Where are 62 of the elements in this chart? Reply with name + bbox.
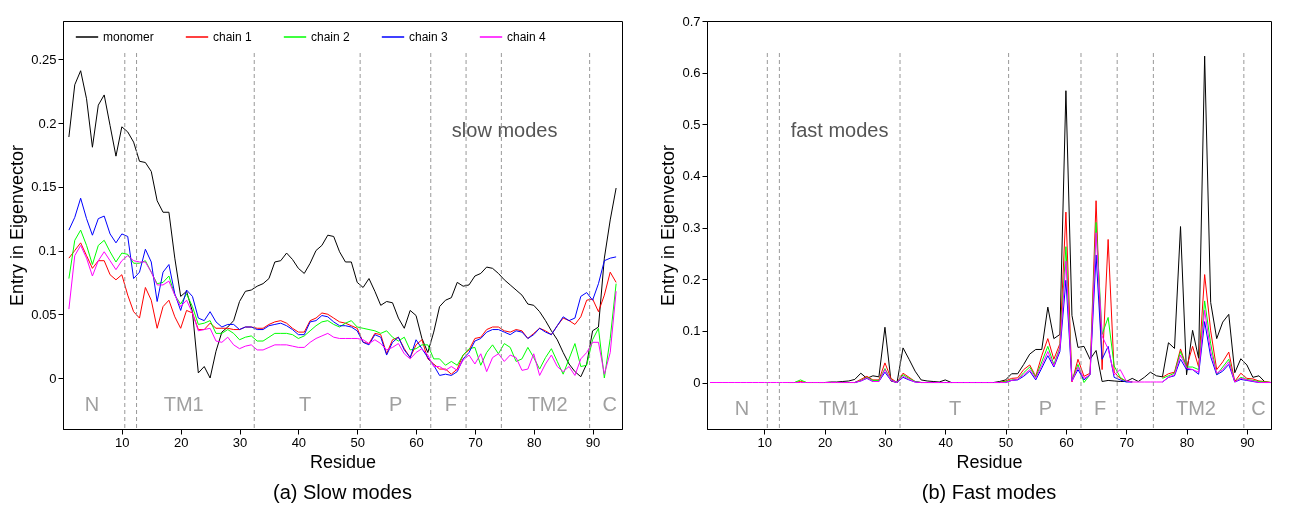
annotation: TM2: [527, 392, 568, 415]
x-axis-title: Residue: [956, 451, 1023, 472]
annotation: F: [1094, 396, 1107, 419]
y-tick-label: 0.6: [682, 65, 701, 81]
x-tick-label: 80: [1179, 434, 1195, 450]
annotation: TM1: [163, 392, 204, 415]
x-tick-label: 20: [817, 434, 833, 450]
y-tick-label: 0.7: [682, 13, 701, 29]
line-series: [68, 70, 617, 379]
x-tick-label: 60: [1059, 434, 1074, 450]
x-tick-label: 40: [291, 434, 307, 450]
x-tick-label: 30: [878, 434, 893, 450]
x-tick-label: 40: [938, 434, 953, 450]
x-tick-label: 80: [527, 434, 542, 450]
y-axis-title: Entry in Eigenvector: [658, 144, 679, 307]
legend-label: chain 1: [213, 30, 253, 44]
y-tick-label: 0: [49, 370, 57, 386]
x-tick-label: 90: [1240, 434, 1255, 450]
annotation: fast modes: [790, 119, 889, 142]
y-tick-label: 0.4: [682, 168, 701, 184]
text: (b) Fast modes: [921, 481, 1057, 503]
x-tick-label: 60: [409, 434, 424, 450]
legend-label: chain 2: [311, 30, 351, 44]
legend-label: monomer: [103, 30, 154, 44]
x-tick-label: 30: [232, 434, 248, 450]
text: (a) Slow modes: [273, 481, 412, 503]
x-tick-label: 70: [468, 434, 483, 450]
annotation: P: [388, 392, 403, 415]
annotation: TM1: [818, 396, 859, 419]
annotation: N: [734, 396, 750, 419]
x-tick-label: 50: [998, 434, 1014, 450]
y-tick-label: 0.5: [682, 116, 701, 132]
annotation: C: [1251, 396, 1266, 419]
y-tick-label: 0.25: [31, 51, 57, 67]
line-series: [68, 197, 617, 376]
y-tick-label: 0.2: [682, 271, 701, 287]
annotation: P: [1038, 396, 1053, 419]
y-tick-label: 0.1: [38, 243, 57, 258]
x-tick-label: 90: [585, 434, 601, 450]
legend-label: chain 4: [507, 30, 547, 44]
annotation: TM2: [1175, 396, 1216, 419]
x-tick-label: 70: [1119, 434, 1134, 450]
annotation: F: [444, 392, 458, 415]
y-tick-label: 0.1: [682, 323, 701, 339]
y-tick-label: 0.05: [31, 306, 57, 322]
x-tick-label: 50: [350, 434, 365, 450]
x-tick-label: 10: [757, 434, 773, 450]
annotation: C: [602, 392, 617, 415]
annotation: slow modes: [451, 119, 558, 142]
y-tick-label: 0: [693, 375, 701, 391]
y-tick-label: 0.2: [38, 115, 57, 131]
annotation: N: [84, 392, 100, 415]
y-tick-label: 0.3: [682, 220, 701, 236]
y-axis-title: Entry in Eigenvector: [7, 144, 28, 307]
line-series: [709, 232, 1271, 384]
x-tick-label: 20: [173, 434, 189, 450]
x-tick-label: 10: [115, 434, 130, 450]
legend-label: chain 3: [409, 30, 449, 44]
annotation: T: [949, 396, 962, 419]
y-tick-label: 0.15: [31, 179, 57, 195]
x-axis-title: Residue: [309, 451, 377, 472]
annotation: T: [298, 392, 312, 415]
